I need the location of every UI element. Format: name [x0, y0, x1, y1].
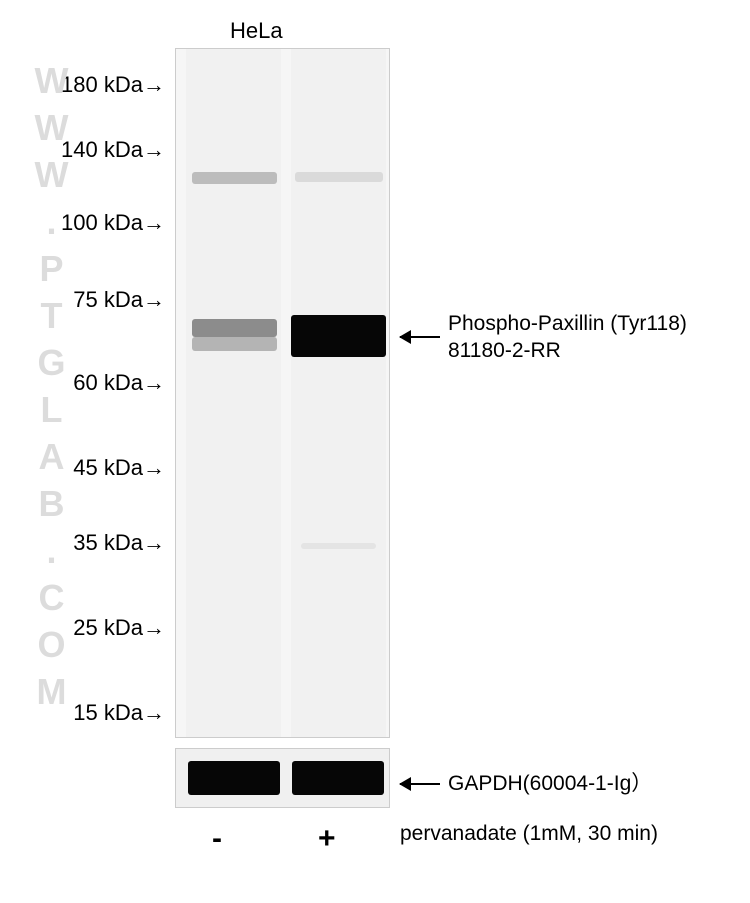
- mw-marker: 60 kDa→: [10, 370, 165, 396]
- gapdh-blot-image: [175, 748, 390, 808]
- mw-marker: 180 kDa→: [10, 72, 165, 98]
- arrow-left-icon: [400, 783, 440, 785]
- lane-treated: [291, 49, 386, 737]
- main-blot-image: [175, 48, 390, 738]
- blot-band: [291, 315, 386, 357]
- annotation-text: Phospho-Paxillin (Tyr118)81180-2-RR: [448, 310, 687, 365]
- lane-untreated: [186, 49, 281, 737]
- treatment-label: pervanadate (1mM, 30 min): [400, 822, 658, 846]
- blot-band: [301, 543, 376, 549]
- blot-band: [192, 337, 277, 351]
- mw-marker: 140 kDa→: [10, 137, 165, 163]
- treatment-symbol: +: [318, 822, 336, 856]
- mw-marker: 35 kDa→: [10, 530, 165, 556]
- figure-container: WWW.PTGLAB.COM HeLa 180 kDa→140 kDa→100 …: [0, 0, 750, 903]
- treatment-symbol: -: [212, 822, 222, 856]
- annotation: GAPDH(60004-1-Ig）: [400, 770, 652, 797]
- gapdh-band: [292, 761, 384, 795]
- blot-band: [192, 172, 277, 184]
- arrow-left-icon: [400, 336, 440, 338]
- annotation: Phospho-Paxillin (Tyr118)81180-2-RR: [400, 310, 687, 365]
- mw-marker: 25 kDa→: [10, 615, 165, 641]
- mw-marker: 45 kDa→: [10, 455, 165, 481]
- annotation-text: GAPDH(60004-1-Ig）: [448, 770, 652, 797]
- mw-marker: 15 kDa→: [10, 700, 165, 726]
- blot-band: [192, 319, 277, 337]
- cell-line-label: HeLa: [230, 18, 283, 44]
- mw-marker: 75 kDa→: [10, 287, 165, 313]
- blot-band: [295, 172, 383, 182]
- gapdh-band: [188, 761, 280, 795]
- mw-marker: 100 kDa→: [10, 210, 165, 236]
